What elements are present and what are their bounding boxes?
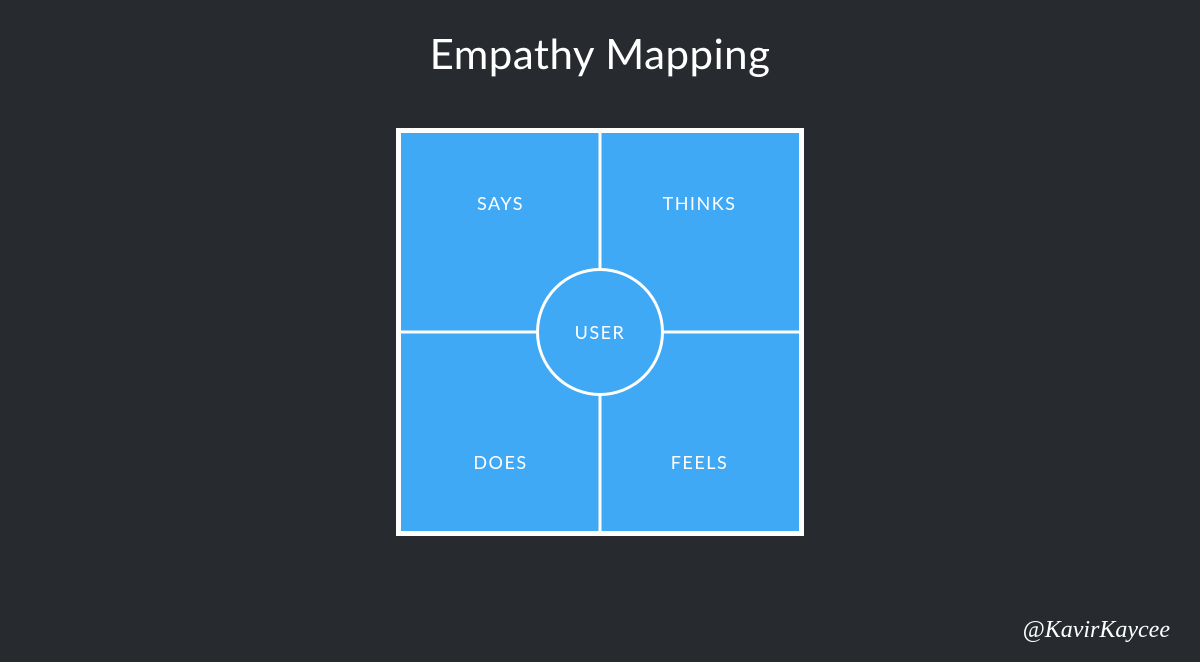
quadrant-label: FEELS (671, 451, 728, 473)
quadrant-label: SAYS (477, 192, 524, 214)
diagram-inner: SAYS THINKS DOES FEELS USER (401, 133, 799, 531)
attribution-handle: @KavirKaycee (1023, 617, 1170, 644)
quadrant-label: THINKS (663, 192, 737, 214)
quadrant-label: DOES (473, 451, 527, 473)
center-user-circle: USER (536, 268, 664, 396)
page-title: Empathy Mapping (0, 0, 1200, 78)
center-label: USER (575, 321, 626, 343)
empathy-map-diagram: SAYS THINKS DOES FEELS USER (396, 128, 804, 536)
